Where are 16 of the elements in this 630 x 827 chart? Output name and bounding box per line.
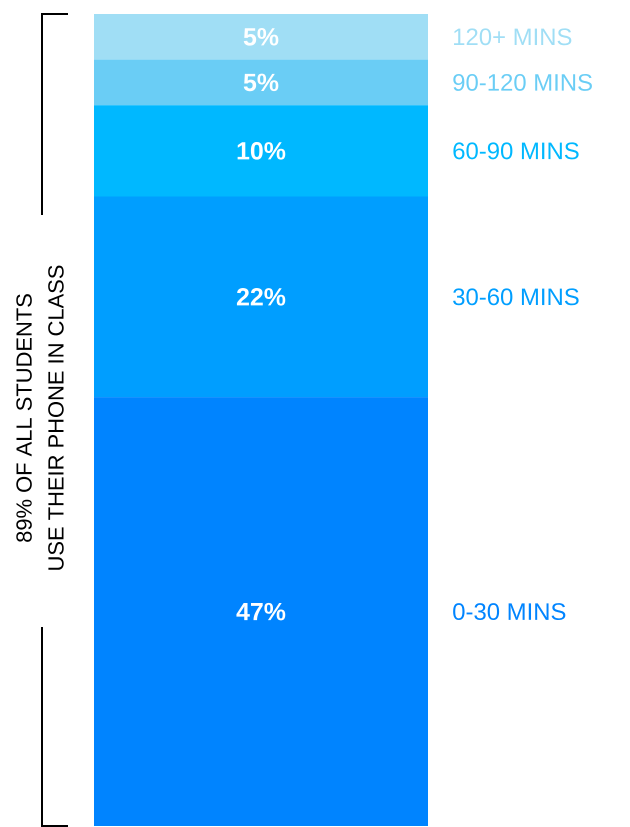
series-label: 60-90 MINS (453, 142, 579, 160)
data-label: 22% (236, 288, 286, 306)
series-label: 90-120 MINS (453, 74, 592, 91)
data-label: 10% (238, 142, 286, 160)
bar (94, 196, 428, 398)
series-label: 120+ MINS (454, 28, 572, 46)
data-label: 5% (244, 28, 278, 46)
series-label: 30-60 MINS (453, 288, 579, 306)
bar (94, 14, 428, 60)
text: 89% OF ALL STUDENTS USE THEIR PHONE IN CLASS (16, 266, 64, 570)
bar (94, 105, 428, 196)
data-label: 47% (236, 602, 286, 620)
bar (94, 60, 428, 106)
data-label: 5% (244, 74, 278, 92)
bar (94, 397, 428, 826)
series-label: 0-30 MINS (453, 603, 566, 620)
